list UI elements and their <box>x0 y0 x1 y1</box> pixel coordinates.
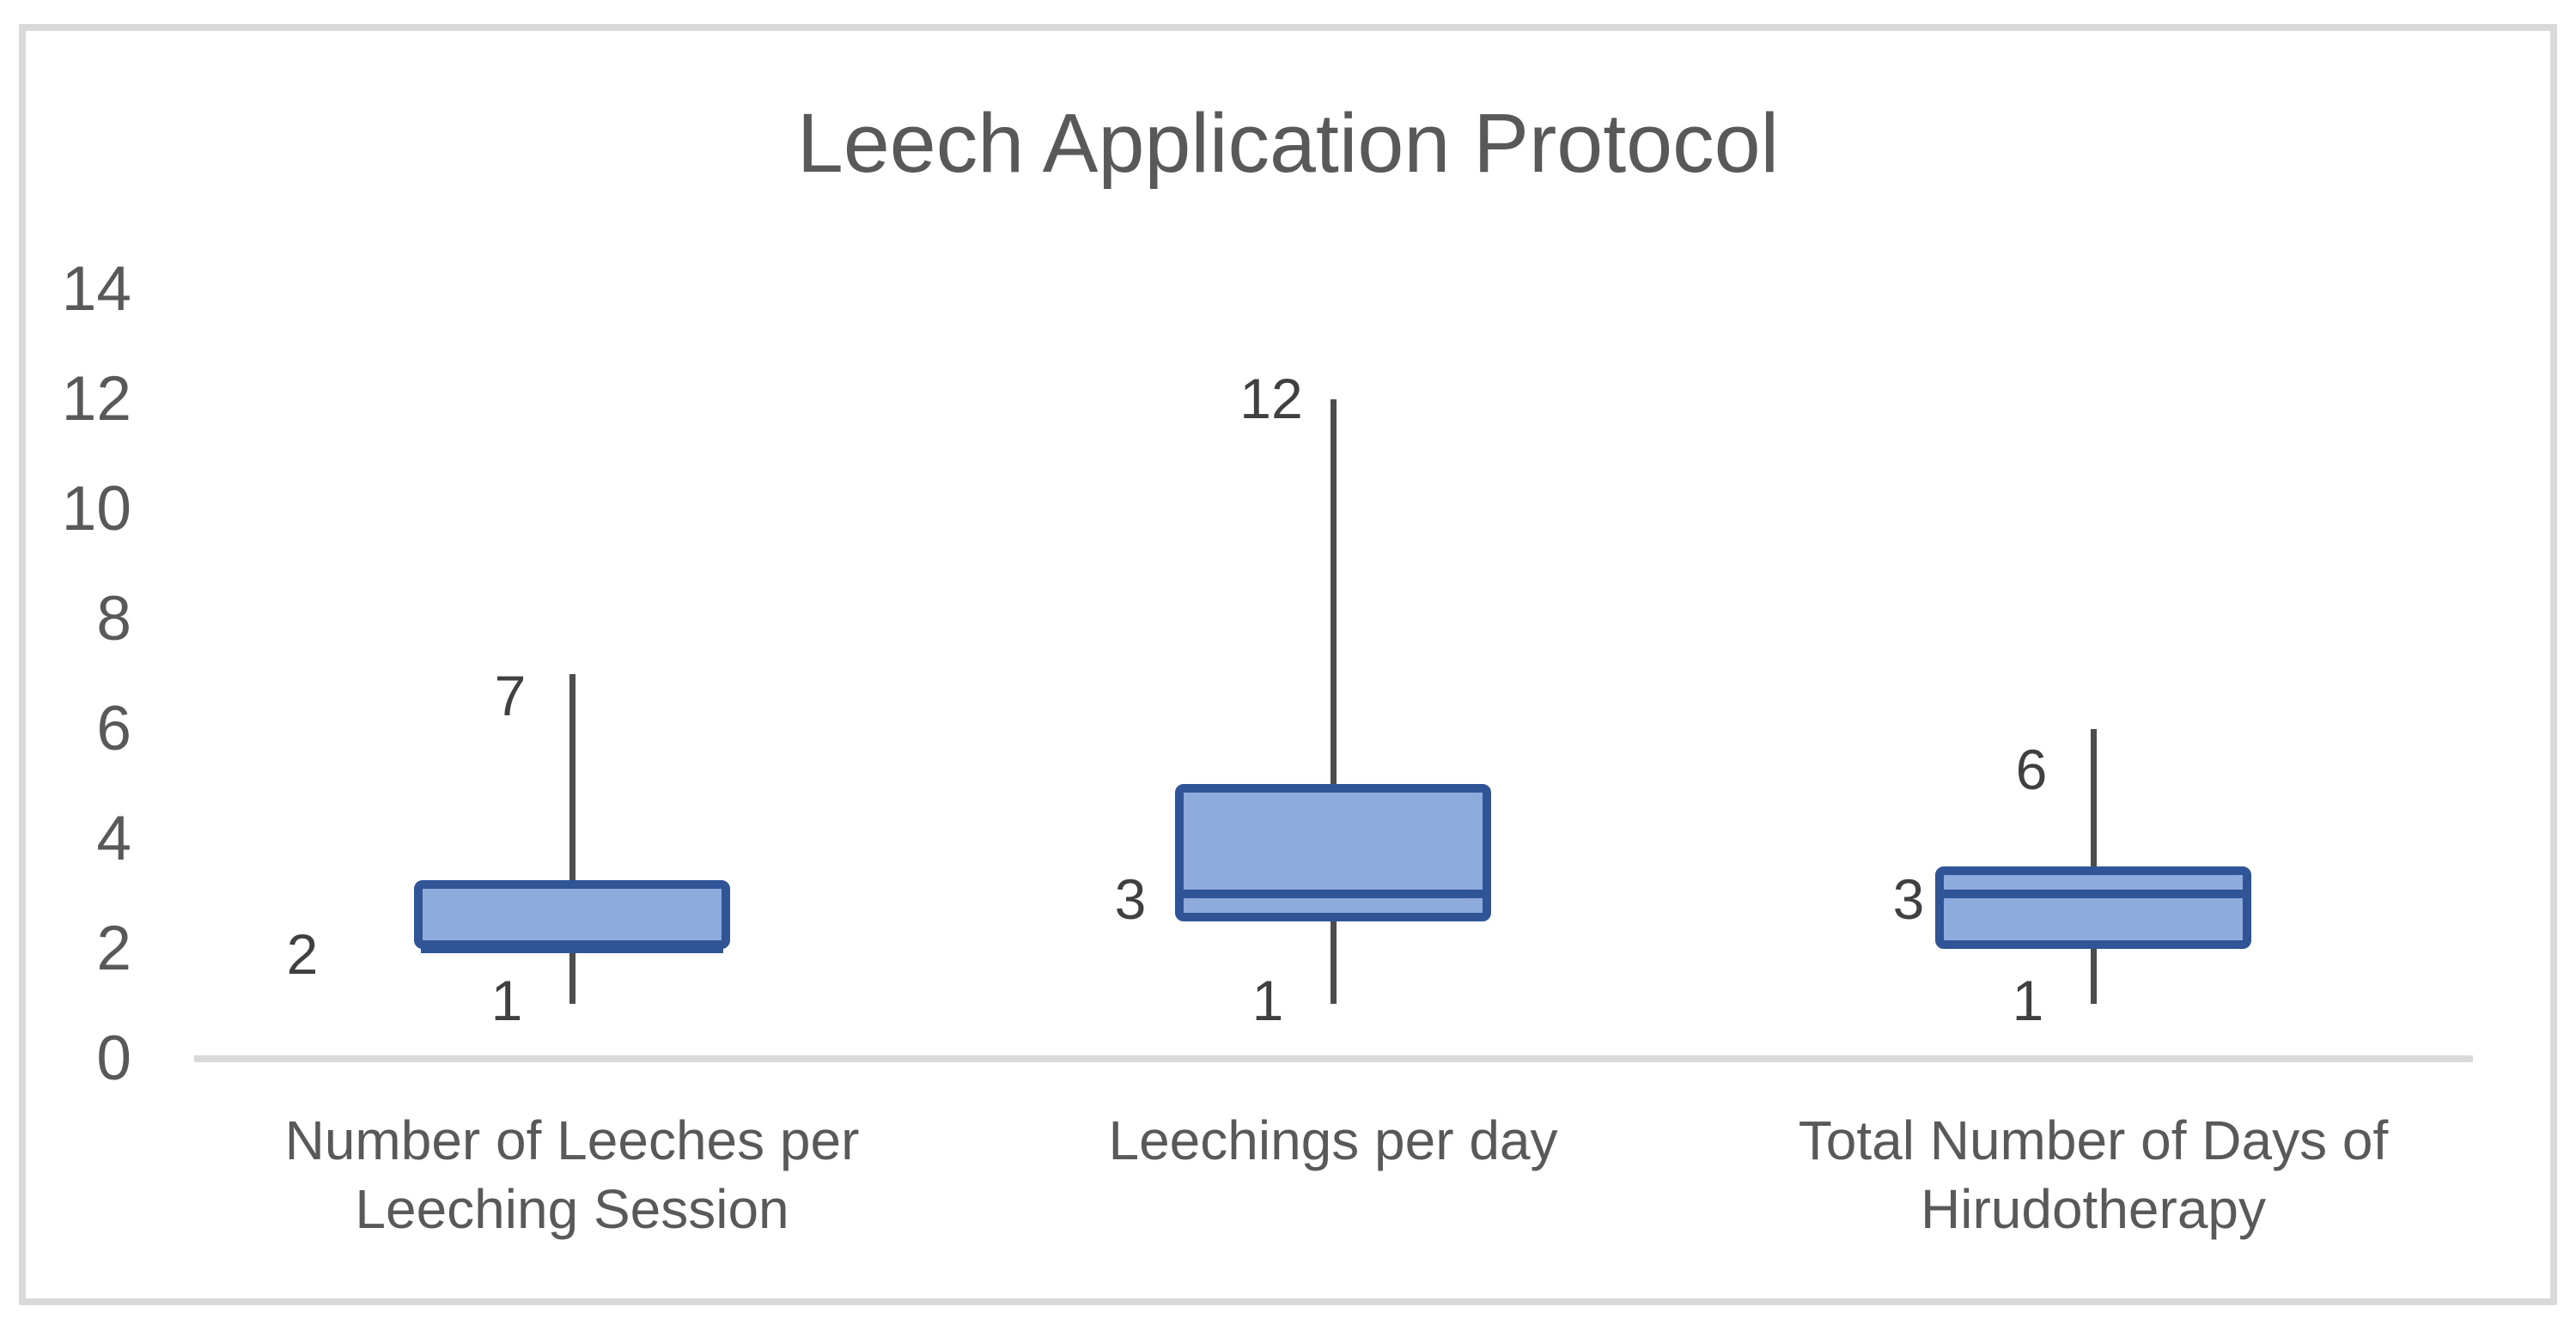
annotation-min: 1 <box>490 969 523 1032</box>
box-whisker-lower <box>1331 921 1337 1004</box>
median-line <box>1942 890 2244 898</box>
chart-frame <box>19 24 2557 1305</box>
annotation-max: 7 <box>494 664 527 727</box>
x-category-label-line: Number of Leeches per <box>284 1109 860 1171</box>
y-axis-tick-label: 8 <box>96 584 131 653</box>
annotation-min: 1 <box>1251 969 1284 1032</box>
box <box>414 880 730 949</box>
annotation-median: 3 <box>1114 867 1147 931</box>
annotation-max: 6 <box>2015 738 2048 801</box>
annotation-max: 12 <box>1239 367 1303 430</box>
y-axis-tick-label: 4 <box>96 804 131 873</box>
x-category-label-line: Leechings per day <box>1108 1109 1558 1171</box>
x-category-label: Leechings per day <box>929 1106 1737 1175</box>
annotation-median: 3 <box>1892 867 1925 931</box>
annotation-min: 1 <box>2012 969 2044 1032</box>
x-category-label-line: Hirudotherapy <box>1921 1178 2266 1240</box>
y-axis-tick-label: 12 <box>61 364 131 434</box>
box <box>1935 866 2251 949</box>
x-category-label: Number of Leeches per Leeching Session <box>168 1106 976 1243</box>
y-axis-tick-label: 10 <box>61 474 131 544</box>
x-category-label-line: Leeching Session <box>355 1178 789 1240</box>
annotation-median: 2 <box>286 922 319 986</box>
chart-title: Leech Application Protocol <box>796 96 1780 190</box>
x-axis-line <box>194 1055 2473 1062</box>
box <box>1175 784 1491 921</box>
y-axis-tick-label: 6 <box>96 694 131 763</box>
y-axis-tick-label: 14 <box>61 254 131 324</box>
y-axis-tick-label: 0 <box>96 1024 131 1093</box>
x-category-label: Total Number of Days of Hirudotherapy <box>1690 1106 2497 1243</box>
median-line <box>1182 890 1484 898</box>
median-line <box>421 945 723 953</box>
box-whisker-upper <box>2091 729 2097 866</box>
y-axis-tick-label: 2 <box>96 914 131 983</box>
x-category-label-line: Total Number of Days of <box>1798 1109 2389 1171</box>
box-whisker-lower <box>569 949 575 1004</box>
box-whisker-upper <box>569 674 575 880</box>
box-whisker-upper <box>1331 399 1337 784</box>
box-whisker-lower <box>2091 949 2097 1004</box>
